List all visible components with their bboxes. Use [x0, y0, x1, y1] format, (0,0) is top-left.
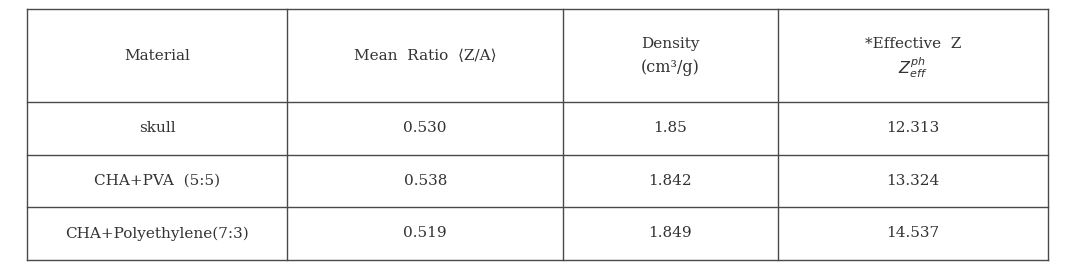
Text: *Effective  Z: *Effective Z — [865, 37, 962, 51]
Text: skull: skull — [138, 121, 176, 135]
Text: 0.519: 0.519 — [403, 226, 447, 240]
Text: 1.849: 1.849 — [649, 226, 693, 240]
Text: 12.313: 12.313 — [887, 121, 940, 135]
Text: Material: Material — [124, 49, 190, 63]
Text: 0.538: 0.538 — [403, 174, 447, 188]
Text: CHA+Polyethylene(7:3): CHA+Polyethylene(7:3) — [65, 226, 249, 240]
Text: Mean  Ratio  ⟨Z/A⟩: Mean Ratio ⟨Z/A⟩ — [354, 49, 496, 63]
Text: 1.842: 1.842 — [649, 174, 693, 188]
Text: CHA+PVA  (5:5): CHA+PVA (5:5) — [94, 174, 220, 188]
Text: Density: Density — [641, 37, 700, 51]
Text: $Z^{ph}_{eff}$: $Z^{ph}_{eff}$ — [898, 55, 927, 80]
Text: 0.530: 0.530 — [403, 121, 447, 135]
Text: 14.537: 14.537 — [887, 226, 940, 240]
Text: (cm³/g): (cm³/g) — [641, 59, 700, 76]
Text: 13.324: 13.324 — [887, 174, 940, 188]
Text: 1.85: 1.85 — [654, 121, 687, 135]
